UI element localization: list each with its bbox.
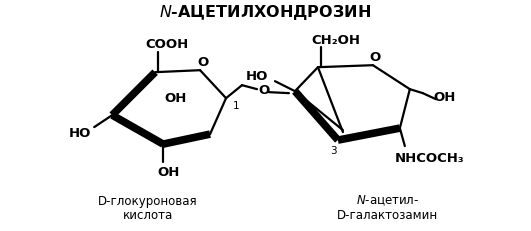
Text: OH: OH [164, 92, 186, 105]
Text: O: O [369, 51, 381, 64]
Text: D-глокуроновая: D-глокуроновая [98, 195, 198, 207]
Text: CH₂OH: CH₂OH [311, 34, 361, 47]
Text: O: O [259, 84, 270, 97]
Text: D-галактозамин: D-галактозамин [337, 209, 439, 222]
Text: OH: OH [157, 166, 179, 179]
Text: 1: 1 [233, 101, 239, 111]
Text: OH: OH [434, 91, 456, 104]
Text: $\it{N}$-ацетил-: $\it{N}$-ацетил- [356, 194, 419, 208]
Text: COOH: COOH [145, 38, 189, 51]
Text: кислота: кислота [123, 209, 173, 222]
Text: 3: 3 [331, 146, 337, 156]
Text: HO: HO [69, 127, 91, 140]
Text: HO: HO [246, 70, 268, 83]
Text: O: O [198, 56, 209, 69]
Text: NHCOCH₃: NHCOCH₃ [395, 152, 465, 164]
Text: $\it{N}$-АЦЕТИЛХОНДРОЗИН: $\it{N}$-АЦЕТИЛХОНДРОЗИН [159, 3, 371, 22]
